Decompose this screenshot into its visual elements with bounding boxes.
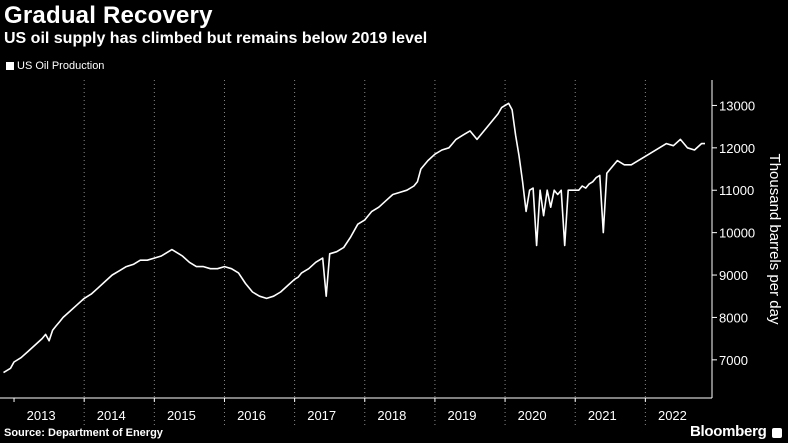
- y-tick-label: 11000: [719, 183, 754, 198]
- x-tick-label: 2022: [658, 408, 687, 423]
- y-tick-label: 9000: [719, 268, 748, 283]
- x-tick-label: 2020: [518, 408, 547, 423]
- axis-layer: [0, 80, 717, 402]
- label-layer: 2013 2014 2015 2016 2017 2018 2019 2020 2021 2022…: [27, 98, 783, 423]
- x-tick-label: 2019: [448, 408, 477, 423]
- x-tick-label: 2014: [97, 408, 126, 423]
- x-tick-label: 2016: [237, 408, 266, 423]
- x-tick-label: 2015: [167, 408, 196, 423]
- source-note: Source: Department of Energy: [4, 427, 163, 439]
- chart-subtitle: US oil supply has climbed but remains be…: [4, 30, 428, 47]
- x-tick-label: 2013: [27, 408, 56, 423]
- legend-label: US Oil Production: [17, 60, 105, 72]
- y-tick-label: 8000: [719, 310, 748, 325]
- y-tick-label: 10000: [719, 226, 755, 241]
- x-tick-label: 2017: [307, 408, 336, 423]
- series-layer: [3, 102, 705, 374]
- bloomberg-logo: Bloomberg: [690, 423, 767, 440]
- y-tick-label: 7000: [719, 353, 748, 368]
- y-tick-label: 13000: [719, 98, 755, 113]
- x-tick-label: 2021: [588, 408, 617, 423]
- y-axis-label: Thousand barrels per day: [766, 154, 783, 325]
- grid-layer: [83, 80, 646, 425]
- series-line-us-oil-production: [3, 102, 705, 374]
- legend-swatch: [6, 62, 14, 70]
- legend: US Oil Production: [6, 60, 104, 72]
- chart-title: Gradual Recovery: [4, 2, 213, 29]
- y-tick-label: 12000: [719, 141, 755, 156]
- x-tick-label: 2018: [377, 408, 406, 423]
- bloomberg-badge-icon: [772, 428, 782, 438]
